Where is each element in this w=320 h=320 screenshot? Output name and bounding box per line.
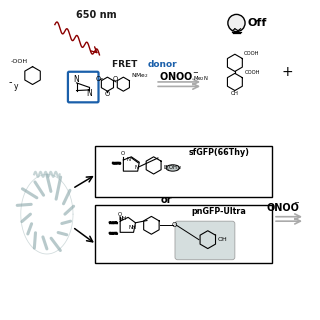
Text: O: O <box>121 151 125 156</box>
Text: donor: donor <box>148 60 178 69</box>
FancyBboxPatch shape <box>95 204 271 263</box>
Text: N: N <box>126 156 130 162</box>
Text: COOH: COOH <box>244 70 260 75</box>
Text: B(OH)$_2$: B(OH)$_2$ <box>163 164 183 172</box>
Ellipse shape <box>166 165 180 171</box>
Text: NH: NH <box>119 216 127 221</box>
Text: N: N <box>86 89 92 98</box>
Text: -OOH: -OOH <box>10 59 28 64</box>
Text: ONOO$^{-}$: ONOO$^{-}$ <box>159 69 199 82</box>
Text: NH: NH <box>128 225 136 230</box>
Text: N: N <box>74 75 79 84</box>
Text: pnGFP-Ultra: pnGFP-Ultra <box>191 207 246 216</box>
Circle shape <box>228 14 245 32</box>
Text: FRET: FRET <box>112 60 141 69</box>
Text: O: O <box>118 212 122 217</box>
Text: ONOO: ONOO <box>266 203 299 213</box>
Text: Off: Off <box>248 18 267 28</box>
Text: y: y <box>14 82 19 91</box>
Text: Me$_2$N: Me$_2$N <box>193 74 208 83</box>
Text: 650 nm: 650 nm <box>76 10 116 20</box>
Text: -: - <box>9 77 12 87</box>
Text: N: N <box>135 165 139 170</box>
FancyBboxPatch shape <box>95 146 271 197</box>
Text: or: or <box>161 196 172 205</box>
Text: sfGFP(66Thy): sfGFP(66Thy) <box>188 148 250 156</box>
Text: O: O <box>113 76 118 82</box>
Text: O: O <box>172 222 177 228</box>
FancyBboxPatch shape <box>68 72 99 102</box>
Text: O: O <box>96 76 101 82</box>
Text: $^{-}$: $^{-}$ <box>293 200 300 210</box>
Text: OH: OH <box>231 91 239 96</box>
Text: O: O <box>105 91 110 97</box>
Text: NMe$_2$: NMe$_2$ <box>131 71 149 80</box>
FancyBboxPatch shape <box>175 221 235 260</box>
Text: +: + <box>282 65 293 79</box>
Text: COOH: COOH <box>244 51 259 56</box>
Text: OH: OH <box>218 237 228 242</box>
